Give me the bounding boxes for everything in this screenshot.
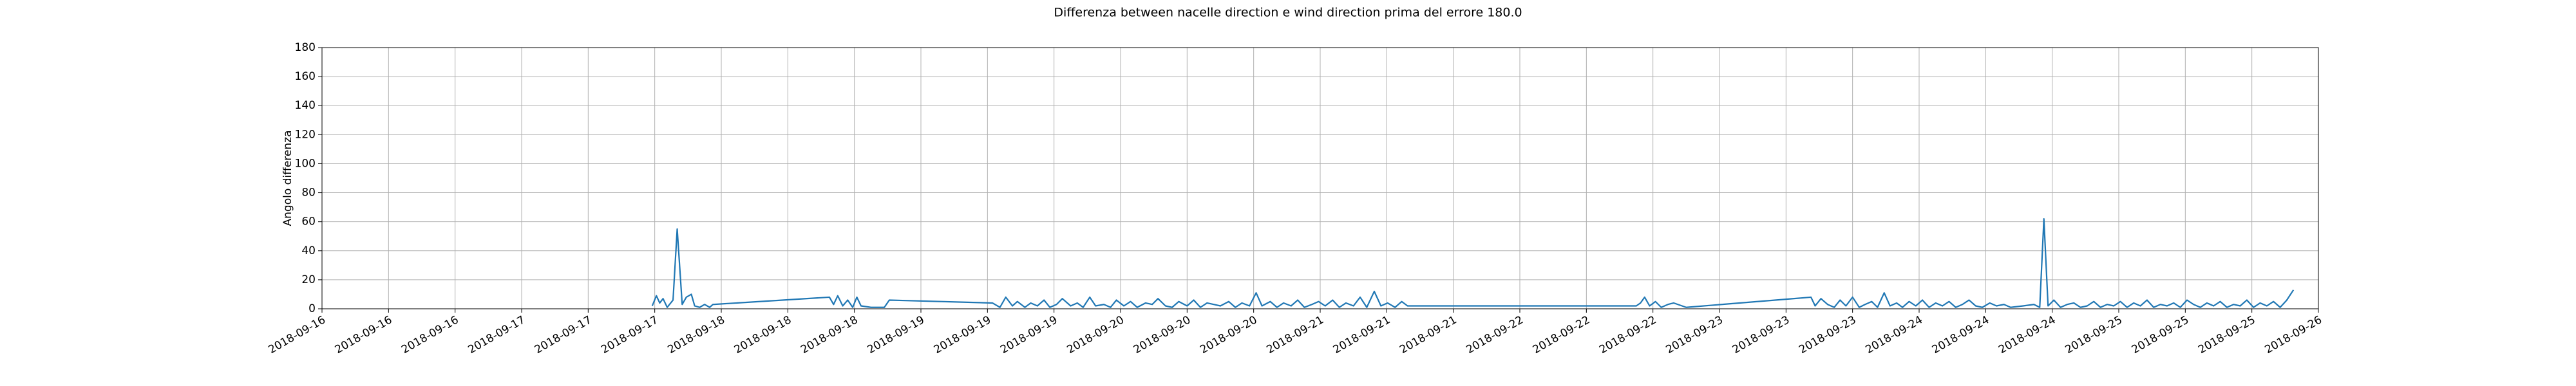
y-tick-label: 160 [295,70,316,83]
y-tick-label: 0 [308,302,316,315]
y-tick-label: 140 [295,99,316,112]
data-line [651,218,2295,308]
y-axis-label: Angolo differenza [281,131,294,226]
y-tick-label: 180 [295,41,316,54]
y-tick-label: 100 [295,157,316,170]
plot-frame [321,47,2319,309]
y-tick-label: 20 [301,273,316,286]
y-tick-label: 80 [301,187,316,199]
chart-title: Differenza between nacelle direction e w… [1054,6,1522,20]
y-tick-label: 60 [301,216,316,228]
y-tick-label: 120 [295,128,316,141]
y-tick-label: 40 [301,244,316,257]
